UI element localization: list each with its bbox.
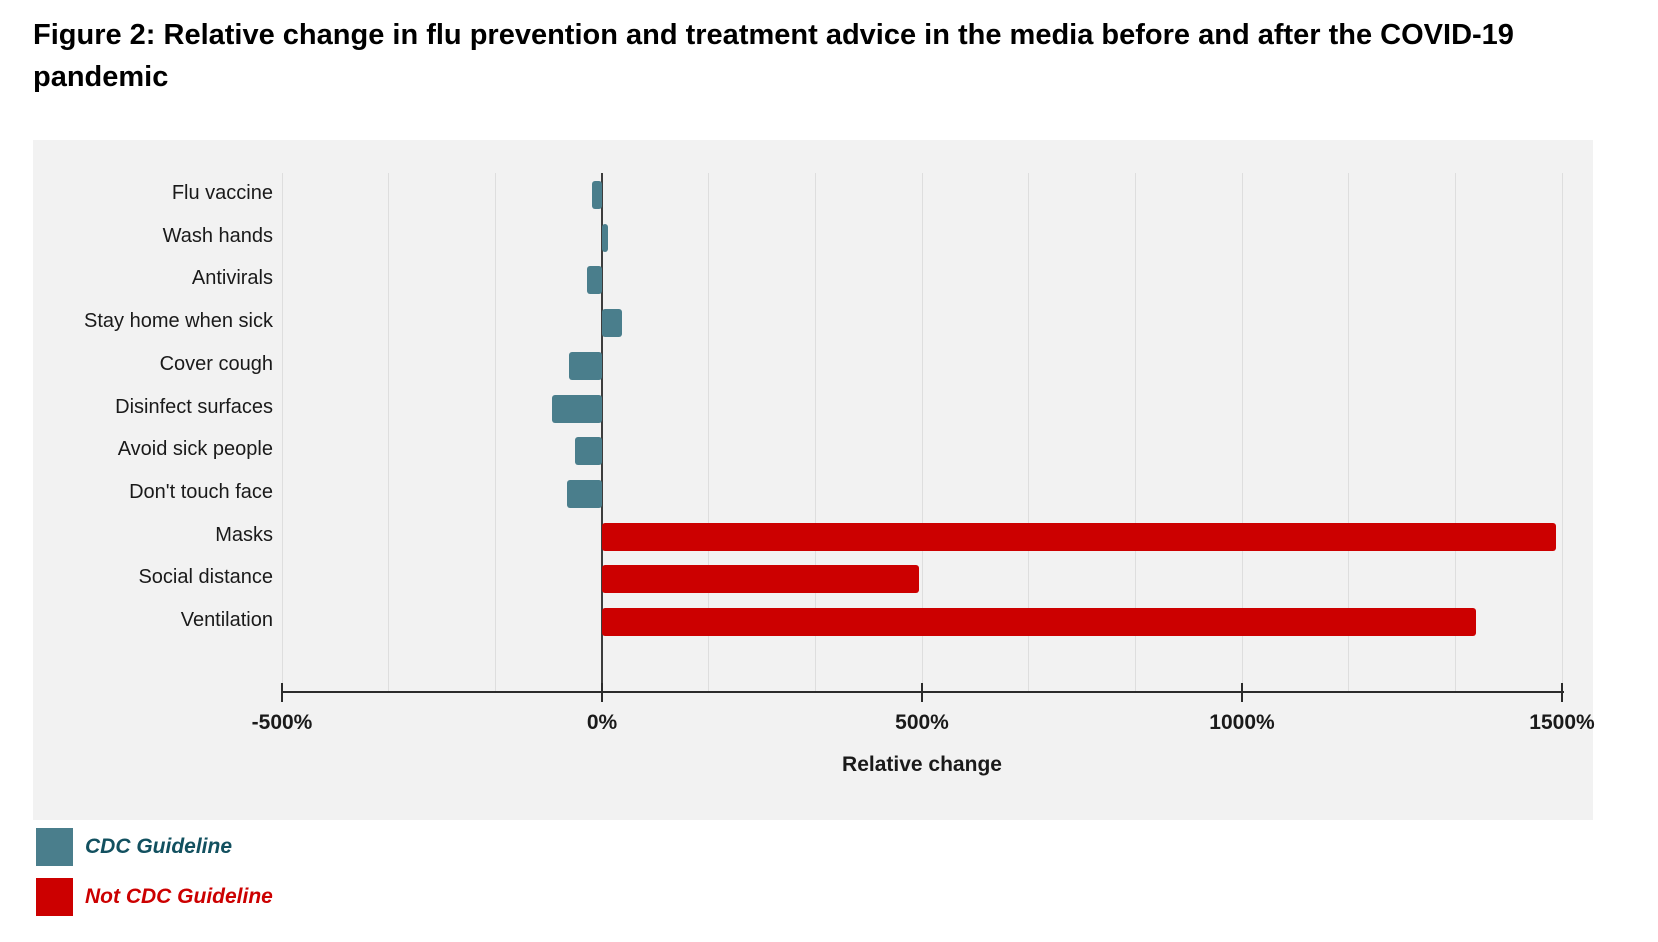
cdc-guideline-swatch	[36, 828, 73, 866]
bar-masks	[602, 522, 1556, 551]
gridline	[1028, 173, 1030, 691]
bar-avoid-sick-people	[575, 437, 602, 466]
page-title: Figure 2: Relative change in flu prevent…	[33, 19, 1514, 94]
x-axis-tick	[921, 683, 923, 702]
category-label: Disinfect surfaces	[115, 395, 273, 418]
chart-panel: Flu vaccine Wash hands Antivirals Stay home…	[33, 140, 1595, 820]
gridline	[1134, 173, 1136, 691]
category-label: Social distance	[138, 566, 273, 589]
category-label: Flu vaccine	[171, 182, 273, 204]
category-label: Avoid sick people	[117, 438, 273, 461]
bar-antivirals	[587, 266, 602, 295]
gridline	[921, 173, 923, 691]
bar-disinfect-surfaces	[552, 394, 602, 423]
gridline	[281, 173, 283, 691]
x-axis-tick	[1241, 683, 1243, 702]
gridline	[1561, 173, 1563, 691]
gridline	[494, 173, 496, 691]
legend-item-cdc-guideline: CDC Guideline	[36, 828, 232, 866]
x-axis-tick	[281, 683, 283, 702]
bar-wash-hands	[602, 223, 608, 252]
x-axis-tick-label: -500%	[251, 711, 313, 734]
x-axis-tick-label: 1500%	[1529, 711, 1595, 734]
x-axis-tick	[601, 683, 603, 702]
category-label: Cover cough	[159, 352, 273, 375]
category-label: Antivirals	[191, 267, 273, 290]
zero-baseline	[601, 173, 603, 691]
bar-social-distance	[602, 565, 919, 594]
legend-item-not-cdc-guideline: Not CDC Guideline	[36, 878, 273, 916]
x-axis-line	[282, 691, 1564, 693]
x-axis-tick-label: 0%	[586, 711, 618, 734]
gridline	[1241, 173, 1243, 691]
category-label: Masks	[215, 523, 273, 546]
bar-cover-cough	[568, 351, 602, 380]
category-label: Stay home when sick	[84, 310, 273, 333]
bar-don-t-touch-face	[566, 479, 602, 508]
bar-stay-home-when-sick	[602, 309, 623, 338]
not-cdc-guideline-swatch	[36, 878, 73, 916]
x-axis-title: Relative change	[842, 753, 1002, 776]
category-label: Wash hands	[162, 224, 273, 247]
x-axis-tick-label: 500%	[895, 711, 949, 734]
gridline	[388, 173, 390, 691]
gridline	[814, 173, 816, 691]
category-label: Ventilation	[180, 609, 273, 631]
gridline	[1454, 173, 1456, 691]
bar-flu-vaccine	[592, 181, 602, 209]
category-label: Don't touch face	[129, 480, 273, 503]
gridline	[708, 173, 710, 691]
x-axis-tick	[1561, 683, 1563, 702]
gridline	[1348, 173, 1350, 691]
x-axis-tick-label: 1000%	[1209, 711, 1275, 734]
legend-label: CDC Guideline	[85, 835, 233, 858]
legend-label: Not CDC Guideline	[85, 885, 273, 908]
bar-ventilation	[602, 608, 1476, 636]
